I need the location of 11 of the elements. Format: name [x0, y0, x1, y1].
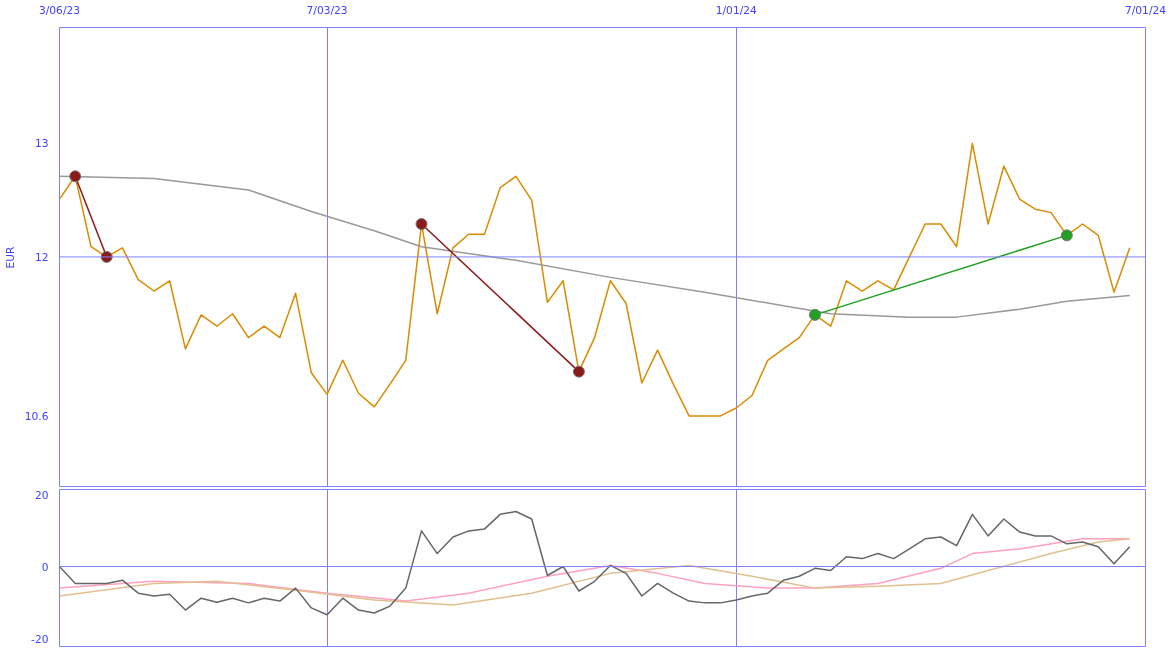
- y-axis-title: EUR: [3, 245, 17, 269]
- x-tick-label: 3/06/23: [38, 3, 81, 17]
- y-tick-label: 10.6: [24, 409, 49, 423]
- y-tick-label: -20: [31, 632, 49, 646]
- x-tick-label: 7/03/23: [306, 3, 348, 17]
- y-tick-label: 0: [41, 560, 49, 574]
- x-tick-label: 1/01/24: [715, 3, 758, 17]
- y-tick-label: 13: [34, 137, 49, 151]
- y-tick-label: 20: [34, 488, 49, 502]
- y-tick-label: 12: [34, 250, 49, 264]
- x-tick-label: 7/01/24: [1124, 3, 1167, 17]
